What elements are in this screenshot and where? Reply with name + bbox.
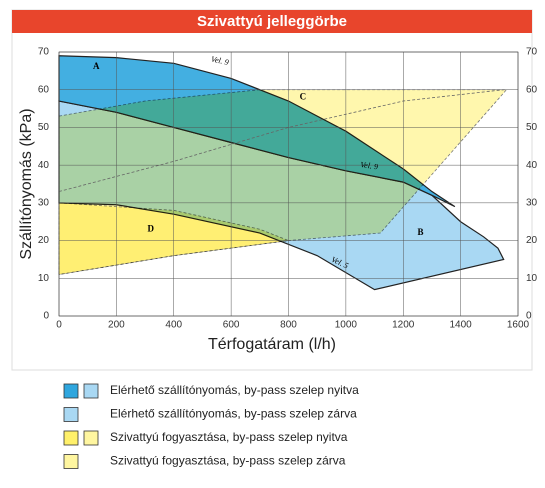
y-tick-label: 40 (38, 160, 50, 171)
y-tick-label: 60 (38, 84, 50, 95)
y2-tick-label: 70 (526, 47, 538, 58)
x-tick-label: 1000 (335, 320, 358, 331)
region-label: C (300, 91, 307, 101)
legend-label: Elérhető szállítónyomás, by-pass szelep … (110, 407, 357, 421)
legend-swatch (63, 430, 79, 446)
y2-tick-label: 60 (526, 84, 538, 95)
region-label: D (148, 223, 155, 233)
x-tick-label: 0 (56, 320, 62, 331)
y-tick-label: 0 (43, 311, 49, 322)
region-label: B (417, 227, 423, 237)
x-tick-label: 1400 (450, 320, 473, 331)
legend-label: Szivattyú fogyasztása, by-pass szelep zá… (110, 454, 346, 468)
legend-swatch (63, 407, 79, 422)
y-axis-label: Szállítónyomás (kPa) (18, 108, 35, 259)
title-bar (12, 10, 532, 33)
region-label: A (93, 61, 100, 71)
x-tick-label: 200 (108, 320, 125, 331)
x-tick-label: 400 (165, 320, 182, 331)
x-tick-label: 600 (223, 320, 240, 331)
x-tick-label: 800 (280, 320, 297, 331)
legend-label: Szivattyú fogyasztása, by-pass szelep ny… (110, 430, 348, 444)
x-tick-label: 1200 (392, 320, 415, 331)
y-tick-label: 50 (38, 122, 50, 133)
legend-swatch (63, 383, 79, 399)
x-axis-label: Térfogatáram (l/h) (208, 336, 336, 353)
y2-tick-label: 10 (526, 273, 538, 284)
chart-title: Szivattyú jelleggörbe (197, 13, 347, 30)
y-tick-label: 10 (38, 273, 50, 284)
x-tick-label: 1600 (507, 320, 530, 331)
y-tick-label: 20 (38, 235, 50, 246)
y2-tick-label: 20 (526, 235, 538, 246)
y2-tick-label: 40 (526, 160, 538, 171)
plot-frame (58, 51, 519, 317)
legend-swatch (63, 454, 79, 469)
y2-tick-label: 30 (526, 197, 538, 208)
y2-tick-label: 50 (526, 122, 538, 133)
curve-annotation: Vel. 9 (360, 160, 379, 171)
curve-annotation: Vel. 9 (210, 54, 229, 67)
y2-tick-label: 0 (526, 311, 532, 322)
y-tick-label: 70 (38, 47, 50, 58)
y-tick-label: 30 (38, 197, 50, 208)
legend-swatch (83, 430, 99, 446)
legend-swatch (83, 383, 99, 399)
legend-label: Elérhető szállítónyomás, by-pass szelep … (110, 383, 359, 397)
